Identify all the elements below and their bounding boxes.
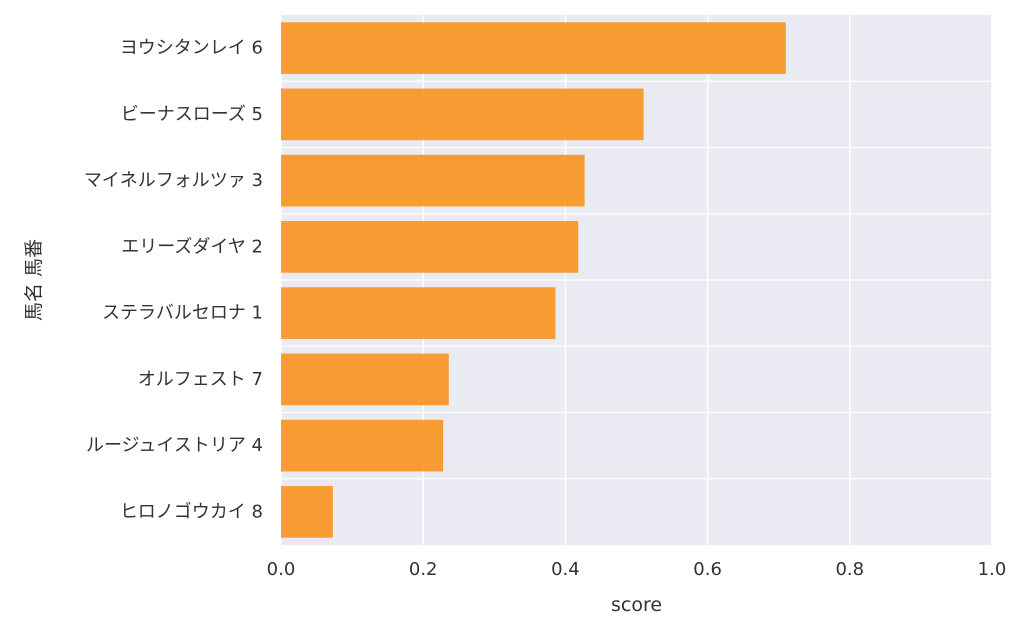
x-tick-label: 0.2 [409,559,438,580]
y-axis-ticks: ヨウシタンレイ 6 ビーナスローズ 5 マイネルフォルツァ 3 エリーズダイヤ 2 ステ… [84,38,263,523]
x-tick-label: 0.4 [551,559,580,580]
x-tick-label: 1.0 [978,559,1007,580]
x-tick-label: 0.6 [693,559,722,580]
bars [281,22,786,538]
y-tick-label: マイネルフォルツァ 3 [84,170,263,191]
y-tick-label: ヨウシタンレイ 6 [120,38,263,59]
y-tick-label: ヒロノゴウカイ 8 [120,501,263,522]
bar [281,419,444,472]
bar [281,287,556,339]
bar [281,486,333,538]
y-tick-label: ステラバルセロナ 1 [102,303,263,324]
y-tick-label: オルフェスト 7 [138,369,263,390]
bar [281,22,786,74]
x-tick-label: 0.8 [835,559,864,580]
bar [281,154,585,207]
bar [281,88,644,141]
x-axis-ticks: 0.0 0.2 0.4 0.6 0.8 1.0 [267,559,1007,580]
bar [281,221,579,273]
x-axis-label: score [611,594,662,616]
y-tick-label: ルージュイストリア 4 [86,435,263,456]
y-axis-label: 馬名 馬番 [23,239,45,321]
bar [281,353,449,406]
y-tick-label: ビーナスローズ 5 [121,104,263,125]
y-tick-label: エリーズダイヤ 2 [121,236,263,257]
x-tick-label: 0.0 [267,559,296,580]
